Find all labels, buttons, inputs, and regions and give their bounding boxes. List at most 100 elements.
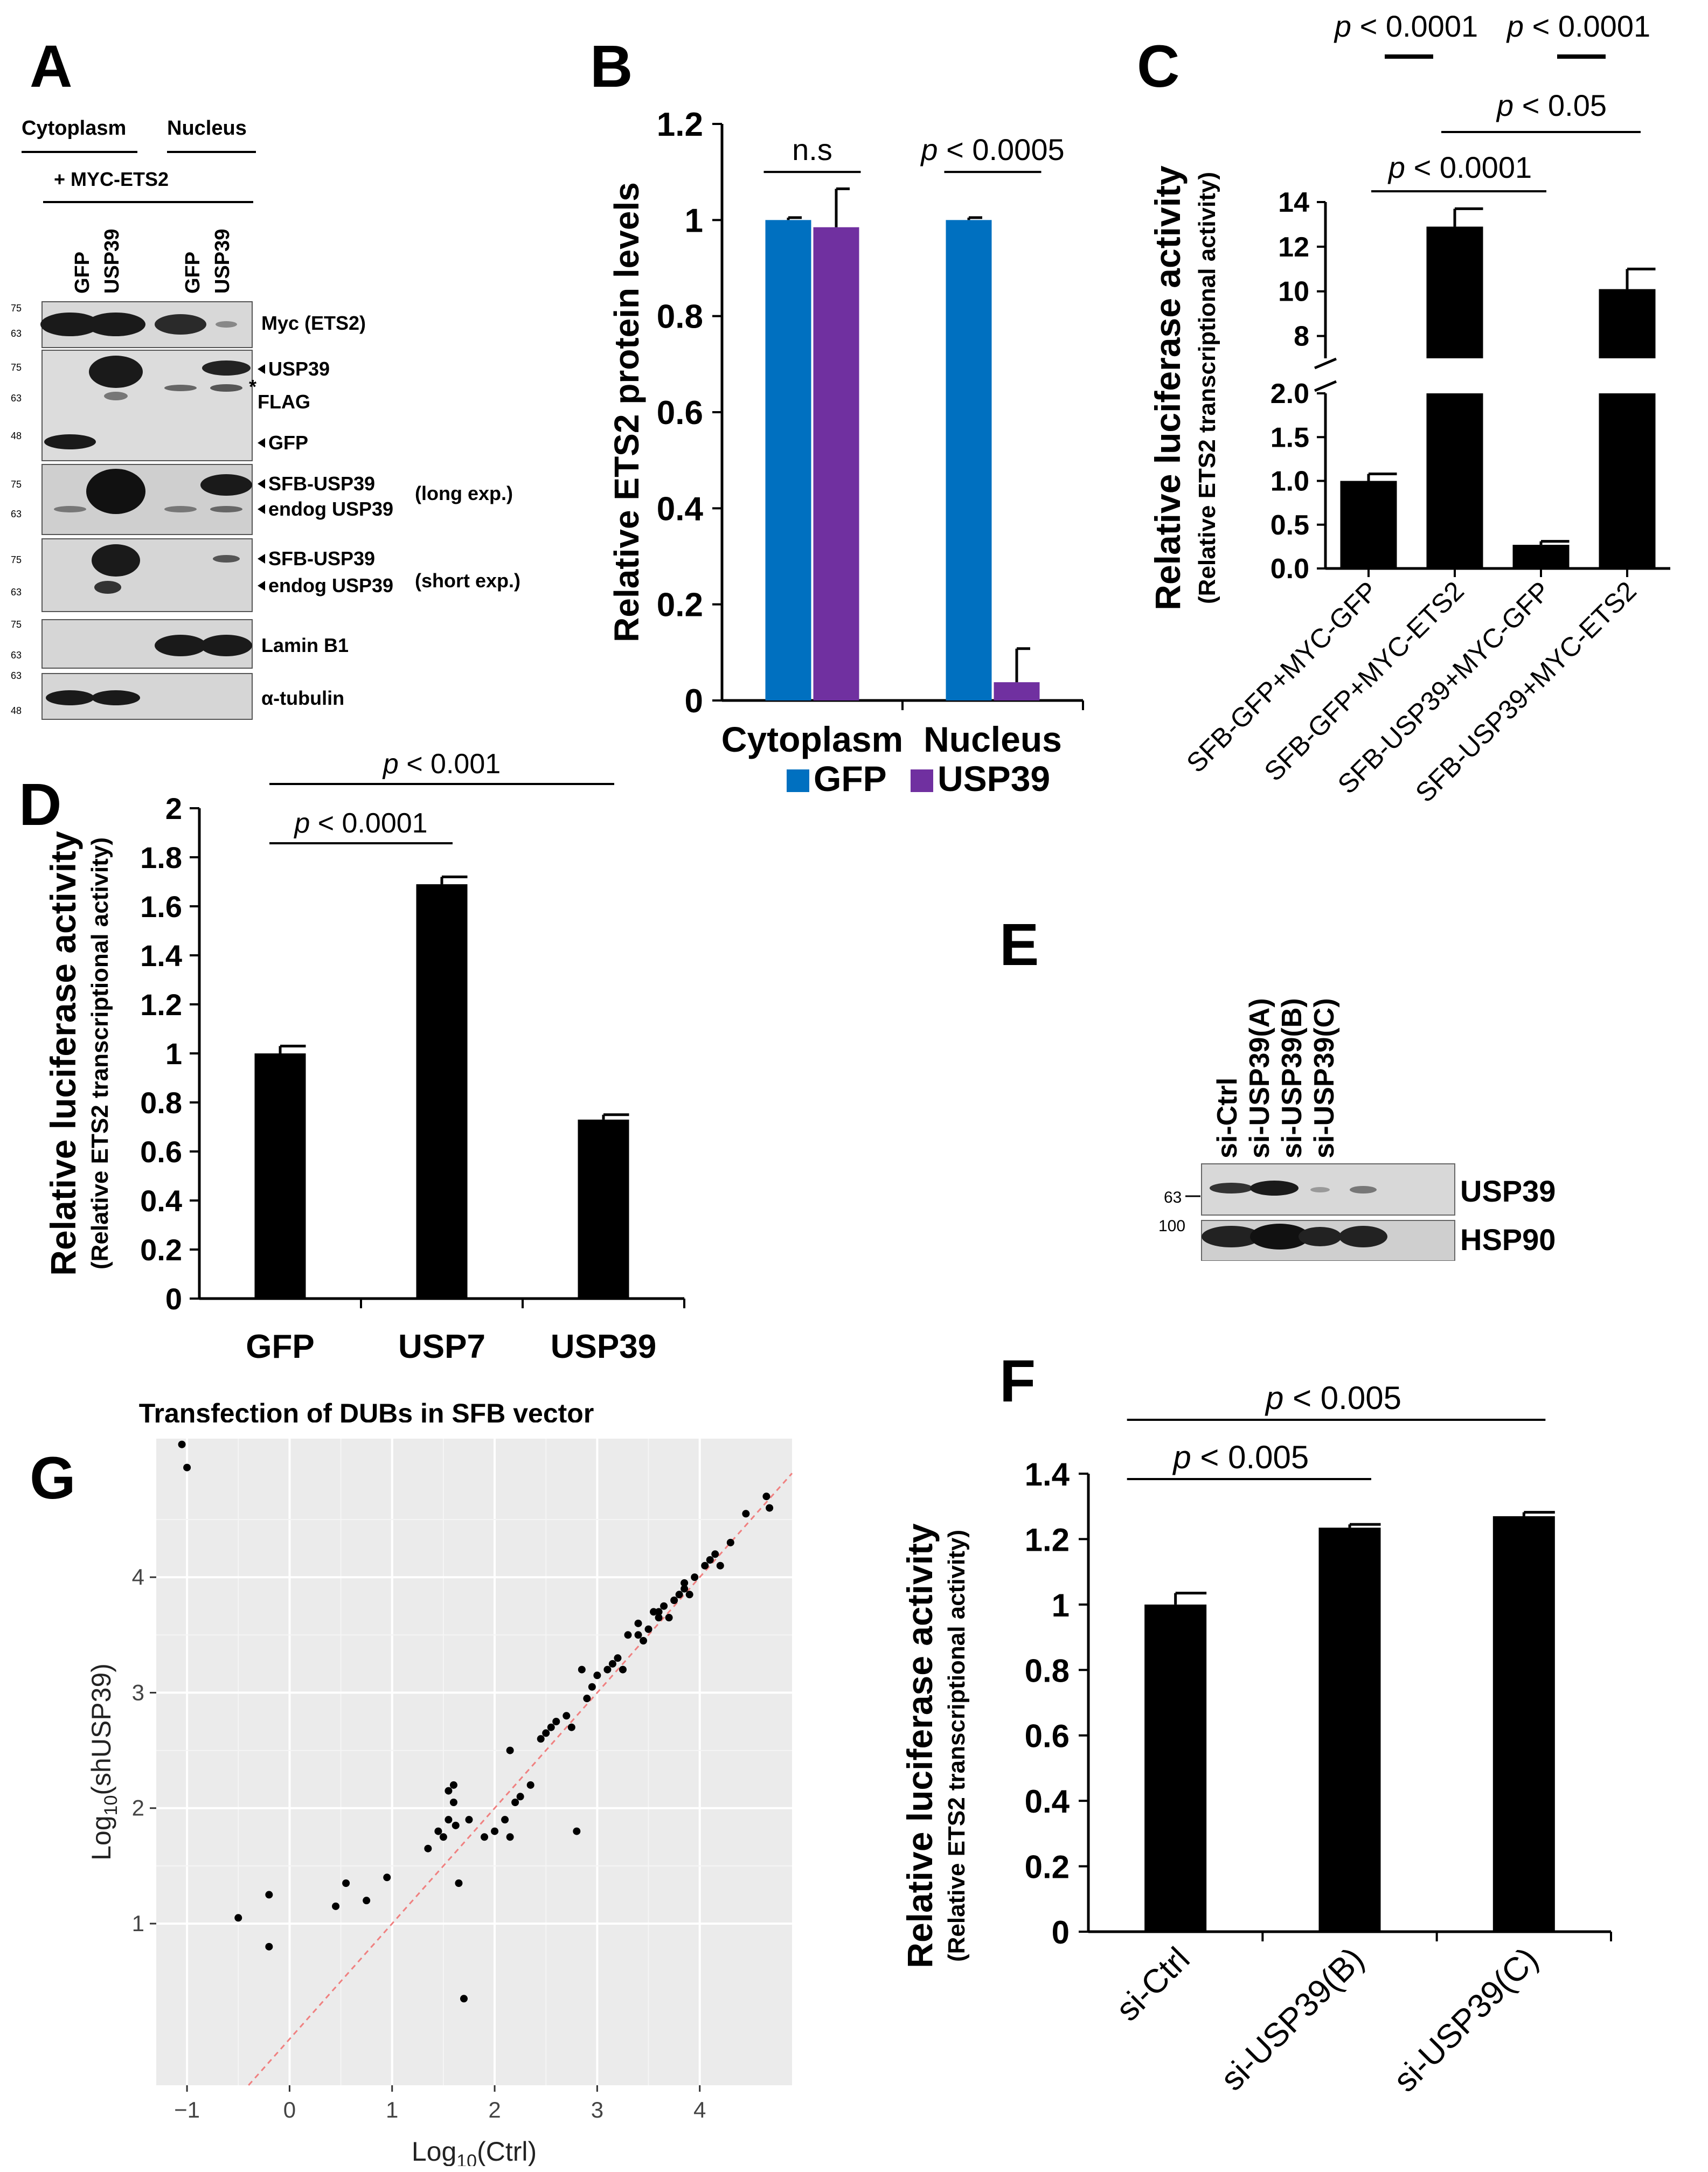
x-tick-label: GFP	[246, 1328, 314, 1365]
y-tick-label: 0.8	[657, 299, 703, 336]
panel-label-a: A	[30, 33, 73, 100]
data-point	[439, 1833, 447, 1841]
data-point	[452, 1821, 460, 1829]
lane-label-usp39-1: USP39	[101, 229, 123, 294]
data-point	[563, 1712, 571, 1720]
bar	[416, 884, 468, 1299]
bar	[254, 1053, 306, 1299]
data-point	[619, 1666, 627, 1674]
y-tick-label: 1.2	[140, 988, 182, 1022]
band	[44, 434, 96, 449]
y-tick-label: 0.2	[657, 587, 703, 624]
marker-63: 63	[11, 393, 22, 404]
x-tick-label: Nucleus	[924, 719, 1062, 759]
x-tick-label: 3	[591, 2097, 603, 2122]
label-myc-ets2: Myc (ETS2)	[261, 312, 366, 334]
y-tick-label: 1	[132, 1911, 144, 1936]
y-tick-label: 1	[1052, 1587, 1070, 1623]
legend-label: GFP	[814, 759, 887, 799]
y-tick-label: 1	[685, 202, 703, 239]
significance-label: p < 0.0001	[1387, 150, 1532, 184]
marker-75: 75	[11, 619, 22, 630]
arrowhead-icon	[258, 438, 265, 448]
data-point	[578, 1666, 586, 1674]
data-point	[491, 1827, 499, 1835]
band	[1210, 1183, 1253, 1193]
y-tick-label: 0.8	[140, 1086, 182, 1120]
chart-c: 0.0 0.5 1.0 1.5 2.0 8 10 12 14 Relative luciferas…	[1148, 9, 1670, 808]
data-point	[624, 1631, 632, 1639]
significance-label: p < 0.005	[1172, 1439, 1309, 1475]
y-tick-label: 2	[165, 792, 182, 825]
y-axis-sublabel: (Relative ETS2 transcriptional activity)	[943, 1530, 970, 1962]
marker-63: 63	[1164, 1189, 1182, 1206]
band	[202, 360, 251, 376]
label-usp39-e: USP39	[1460, 1174, 1556, 1208]
data-point	[726, 1538, 734, 1546]
y-tick-label: 1.8	[140, 841, 182, 875]
band	[164, 506, 197, 512]
legend-swatch	[911, 769, 933, 792]
marker-75: 75	[11, 362, 22, 373]
arrowhead-icon	[258, 479, 265, 489]
y-tick-label: 14	[1278, 187, 1309, 218]
data-point	[455, 1879, 463, 1887]
data-point	[766, 1504, 774, 1512]
label-endog-usp39-long: endog USP39	[268, 498, 393, 520]
marker-48: 48	[11, 705, 22, 716]
band	[1299, 1227, 1342, 1246]
bar-lower-segment	[1426, 393, 1483, 568]
y-tick-label: 12	[1278, 232, 1309, 263]
band	[89, 356, 143, 388]
arrowhead-icon	[258, 554, 265, 564]
data-point	[449, 1799, 457, 1806]
data-point	[573, 1827, 581, 1835]
data-point	[265, 1891, 273, 1899]
y-tick-label: 1.6	[140, 890, 182, 924]
band	[213, 555, 240, 563]
y-tick-label: 0.2	[1025, 1849, 1070, 1885]
label-endog-usp39-short: endog USP39	[268, 574, 393, 596]
marker-63: 63	[11, 587, 22, 598]
band	[94, 581, 121, 594]
y-axis-sublabel: (Relative ETS2 transcriptional activity)	[87, 837, 113, 1269]
data-point	[501, 1816, 509, 1824]
x-axis-label: Transfection of DUBs in SFB vector	[139, 1398, 594, 1422]
data-point	[660, 1602, 668, 1610]
y-tick-label: 0	[1052, 1914, 1070, 1951]
lane-label-si-usp39-c: si-USP39(C)	[1309, 998, 1340, 1158]
y-tick-label: 1.0	[1270, 466, 1309, 497]
band	[155, 635, 206, 656]
x-tick-label: USP39	[551, 1328, 656, 1365]
data-point	[716, 1562, 724, 1570]
data-point	[552, 1718, 560, 1725]
data-point	[685, 1591, 693, 1599]
data-point	[614, 1654, 622, 1662]
y-tick-label: 0.5	[1270, 510, 1309, 541]
legend-label: USP39	[938, 759, 1050, 799]
x-tick-label: si-USP39(C)	[1386, 1940, 1545, 2099]
blot-e-svg: si-Ctrl si-USP39(A) si-USP39(B) si-USP39…	[1158, 998, 1556, 1261]
data-point	[465, 1816, 473, 1824]
data-point	[588, 1683, 596, 1691]
lane-label-si-ctrl: si-Ctrl	[1212, 1078, 1243, 1158]
data-point	[516, 1793, 524, 1801]
band	[1350, 1186, 1377, 1193]
band	[164, 385, 197, 391]
x-tick-label: 2	[488, 2097, 501, 2122]
data-point	[681, 1585, 689, 1593]
x-tick-label: Cytoplasm	[721, 719, 903, 759]
data-point	[537, 1735, 545, 1743]
bar	[1512, 545, 1570, 568]
data-point	[424, 1844, 432, 1852]
band	[86, 313, 145, 336]
blot-a: Cytoplasm Nucleus + MYC-ETS2 GFP USP39 G…	[0, 0, 539, 754]
data-point	[511, 1799, 519, 1806]
data-point	[665, 1614, 673, 1622]
label-sfb-usp39-short: SFB-USP39	[268, 547, 375, 570]
data-point	[583, 1695, 591, 1703]
band	[155, 314, 206, 335]
significance-label: p < 0.0001	[1506, 9, 1650, 43]
data-point	[363, 1897, 371, 1905]
